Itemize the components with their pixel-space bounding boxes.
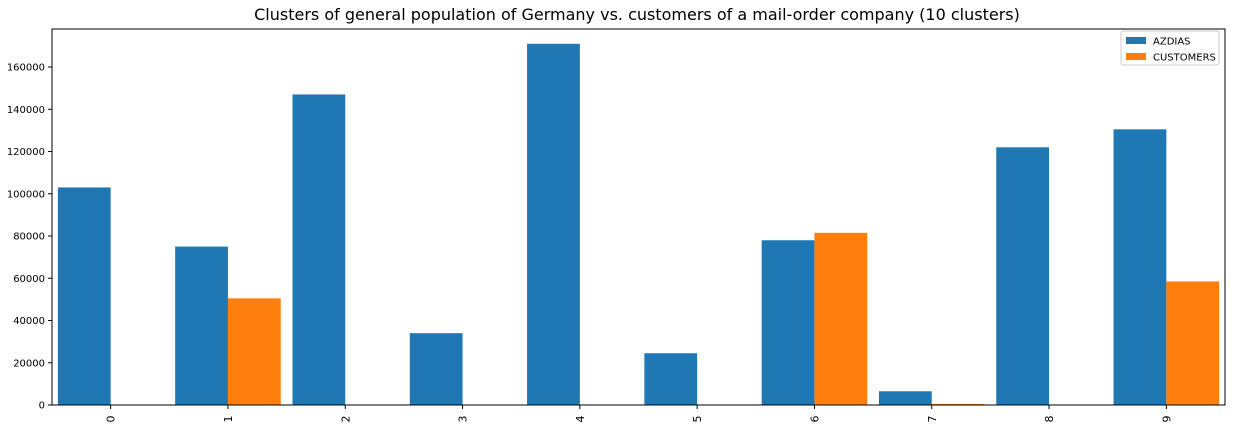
bar-azdias-6 <box>761 240 815 405</box>
y-axis: 0 20000 40000 60000 80000 100000 120000 140000 1… <box>7 63 52 412</box>
y-tick-label: 80000 <box>13 232 45 243</box>
bar-customers-9 <box>1166 281 1220 405</box>
bar-customers-7 <box>931 403 985 405</box>
y-tick-label: 120000 <box>7 147 45 158</box>
y-tick-label: 60000 <box>13 274 45 285</box>
legend: AZDIAS CUSTOMERS <box>1120 30 1220 66</box>
bars-layer <box>57 43 1220 406</box>
bar-azdias-5 <box>644 353 698 405</box>
y-tick-label: 140000 <box>7 105 45 116</box>
y-tick-label: 20000 <box>13 358 45 369</box>
legend-swatch-customers <box>1126 53 1146 60</box>
bar-customers-1 <box>227 298 281 405</box>
x-tick-label: 5 <box>691 416 704 423</box>
bar-azdias-0 <box>57 187 111 405</box>
x-tick-label: 3 <box>457 416 470 423</box>
y-tick-label: 160000 <box>7 63 45 74</box>
x-tick-label: 0 <box>105 416 118 423</box>
bar-azdias-9 <box>1113 129 1167 405</box>
legend-swatch-azdias <box>1126 37 1146 44</box>
x-tick-label: 1 <box>222 416 235 423</box>
y-tick-label: 0 <box>39 401 45 412</box>
plot-frame <box>51 28 1226 406</box>
x-tick-label: 6 <box>808 416 821 423</box>
bar-customers-6 <box>814 232 868 405</box>
x-tick-label: 2 <box>339 416 352 423</box>
x-tick-label: 4 <box>574 416 587 423</box>
y-tick-label: 40000 <box>13 316 45 327</box>
bar-azdias-1 <box>175 246 228 405</box>
bar-azdias-7 <box>878 391 932 405</box>
bar-azdias-2 <box>292 94 346 405</box>
x-axis: 0 1 2 3 4 5 6 7 8 9 <box>105 405 1173 423</box>
bar-azdias-3 <box>409 333 463 405</box>
chart-title: Clusters of general population of German… <box>254 5 1020 24</box>
legend-label-customers: CUSTOMERS <box>1153 53 1216 64</box>
x-tick-label: 7 <box>926 416 939 423</box>
legend-label-azdias: AZDIAS <box>1153 37 1191 48</box>
x-tick-label: 9 <box>1160 416 1173 423</box>
bar-azdias-4 <box>527 43 580 405</box>
y-tick-label: 100000 <box>7 189 45 200</box>
bar-azdias-8 <box>996 147 1050 406</box>
x-tick-label: 8 <box>1043 416 1056 423</box>
